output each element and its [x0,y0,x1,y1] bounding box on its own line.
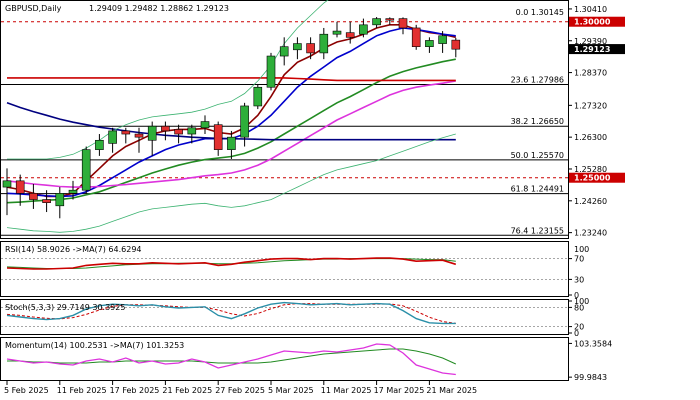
rsi-panel: 70 30 0 100 [1,245,589,300]
fib-label: 0.0 1.30145 [516,8,564,17]
price-tick-label: 1.25280 [574,165,607,174]
momentum-panel: 103.3584 99.9843 [6,339,612,382]
stoch-d-line [6,303,456,324]
ma-line [6,133,456,233]
price-tick-label: 1.28370 [574,69,607,78]
stoch-k-line [6,301,456,325]
rsi-label: RSI(14) 58.9026 ->MA(7) 64.6294 [5,245,142,254]
ma-line [7,0,329,160]
price-tick-label: 1.24260 [574,197,607,206]
symbol-label: GBPUSD,Daily [5,4,62,13]
candle-body [161,125,170,132]
candle-body [398,18,408,29]
panel-tick-label: 0 [574,291,579,300]
fib-label: 38.2 1.26650 [511,117,564,126]
price-axis: 1.30410 1.29390 1.28370 1.27320 1.26300 1.252… [568,5,625,238]
momentum-label: Momentum(14) 100.2531 ->MA(7) 101.3253 [5,341,184,350]
candle-body [174,129,183,135]
ma-line [6,80,456,188]
panel-tick-label: 20 [574,323,584,332]
candle-body [332,30,342,35]
panel-tick-label: 103.3584 [574,339,612,348]
price-tick-label: 1.27320 [574,101,607,110]
candle-body [187,127,197,135]
candle-body [266,55,276,88]
momentum-line [6,343,456,376]
candle-body [253,86,263,107]
rsi-tick-100: 100 [574,245,589,254]
fib-label: 76.4 1.23155 [511,226,564,235]
candle-body [279,46,289,57]
panel-tick-label: 80 [574,303,584,312]
time-tick-label: 17 Feb 2025 [110,386,160,395]
candle-body [29,193,38,200]
time-tick-label: 21 Feb 2025 [162,386,212,395]
candle-body [121,130,131,135]
panel-tick-label: 99.9843 [574,373,607,382]
level-tag-bg [569,172,625,183]
candle-body [359,24,368,35]
price-tick-label: 1.23240 [574,229,607,238]
stoch-label: Stoch(5,3,3) 29.7149 30.3925 [5,303,125,312]
candle-body [81,149,91,191]
fib-label: 61.8 1.24491 [511,185,564,194]
candle-body [2,180,12,188]
time-axis: 5 Feb 2025 11 Feb 2025 17 Feb 2025 21 Feb 2… [4,381,477,395]
candle-body [95,139,104,150]
panel-tick-label: 30 [574,275,584,284]
candle-body [134,133,144,138]
time-tick-label: 11 Mar 2025 [321,386,372,395]
stoch-panel-frame [0,299,569,335]
candle-body [385,18,395,21]
candle-body [345,32,355,38]
candle-body [42,199,51,203]
price-tick-label: 1.29390 [574,37,607,46]
candle-body [293,43,302,51]
fib-label: 23.6 1.27986 [511,76,564,85]
price-tick-label: 1.26300 [574,133,607,142]
ma-line [7,77,456,82]
rsi-line [6,257,457,270]
time-tick-label: 11 Feb 2025 [57,386,107,395]
candle-body [319,33,329,54]
panel-tick-label: 0 [574,329,579,338]
time-tick-label: 17 Mar 2025 [374,386,425,395]
level-tag-label: 1.25000 [574,174,611,183]
level-tag-label: 1.30000 [574,18,611,27]
candle-body [438,35,447,44]
candles [2,17,461,219]
candle-body [306,43,315,54]
fib-label: 50.0 1.25570 [511,151,564,160]
price-panel-frame [0,0,569,239]
panel-tick-label: 100 [574,297,589,306]
time-tick-label: 5 Mar 2025 [268,386,314,395]
candle-body [425,40,434,47]
level-tag-bg [569,16,625,27]
candle-body [372,18,381,26]
candle-body [68,189,78,194]
candle-body [213,124,223,150]
candle-body [227,136,236,150]
candle-body [200,121,210,129]
current-price-label: 1.29123 [574,45,610,54]
time-tick-label: 21 Mar 2025 [426,386,477,395]
rsi-panel-frame [0,241,569,297]
current-price-bg [569,44,625,55]
candle-body [15,180,25,194]
candle-body [411,27,421,47]
ohlc-label: 1.29409 1.29482 1.28862 1.29123 [89,4,229,13]
candle-body [55,193,65,207]
price-tick-label: 1.30410 [574,5,607,14]
candle-body [108,130,117,144]
candle-body [451,39,461,50]
time-tick-label: 27 Feb 2025 [215,386,265,395]
time-tick-label: 5 Feb 2025 [4,386,49,395]
candle-body [147,125,157,141]
panel-tick-label: 70 [574,255,584,264]
candle-body [240,105,249,138]
